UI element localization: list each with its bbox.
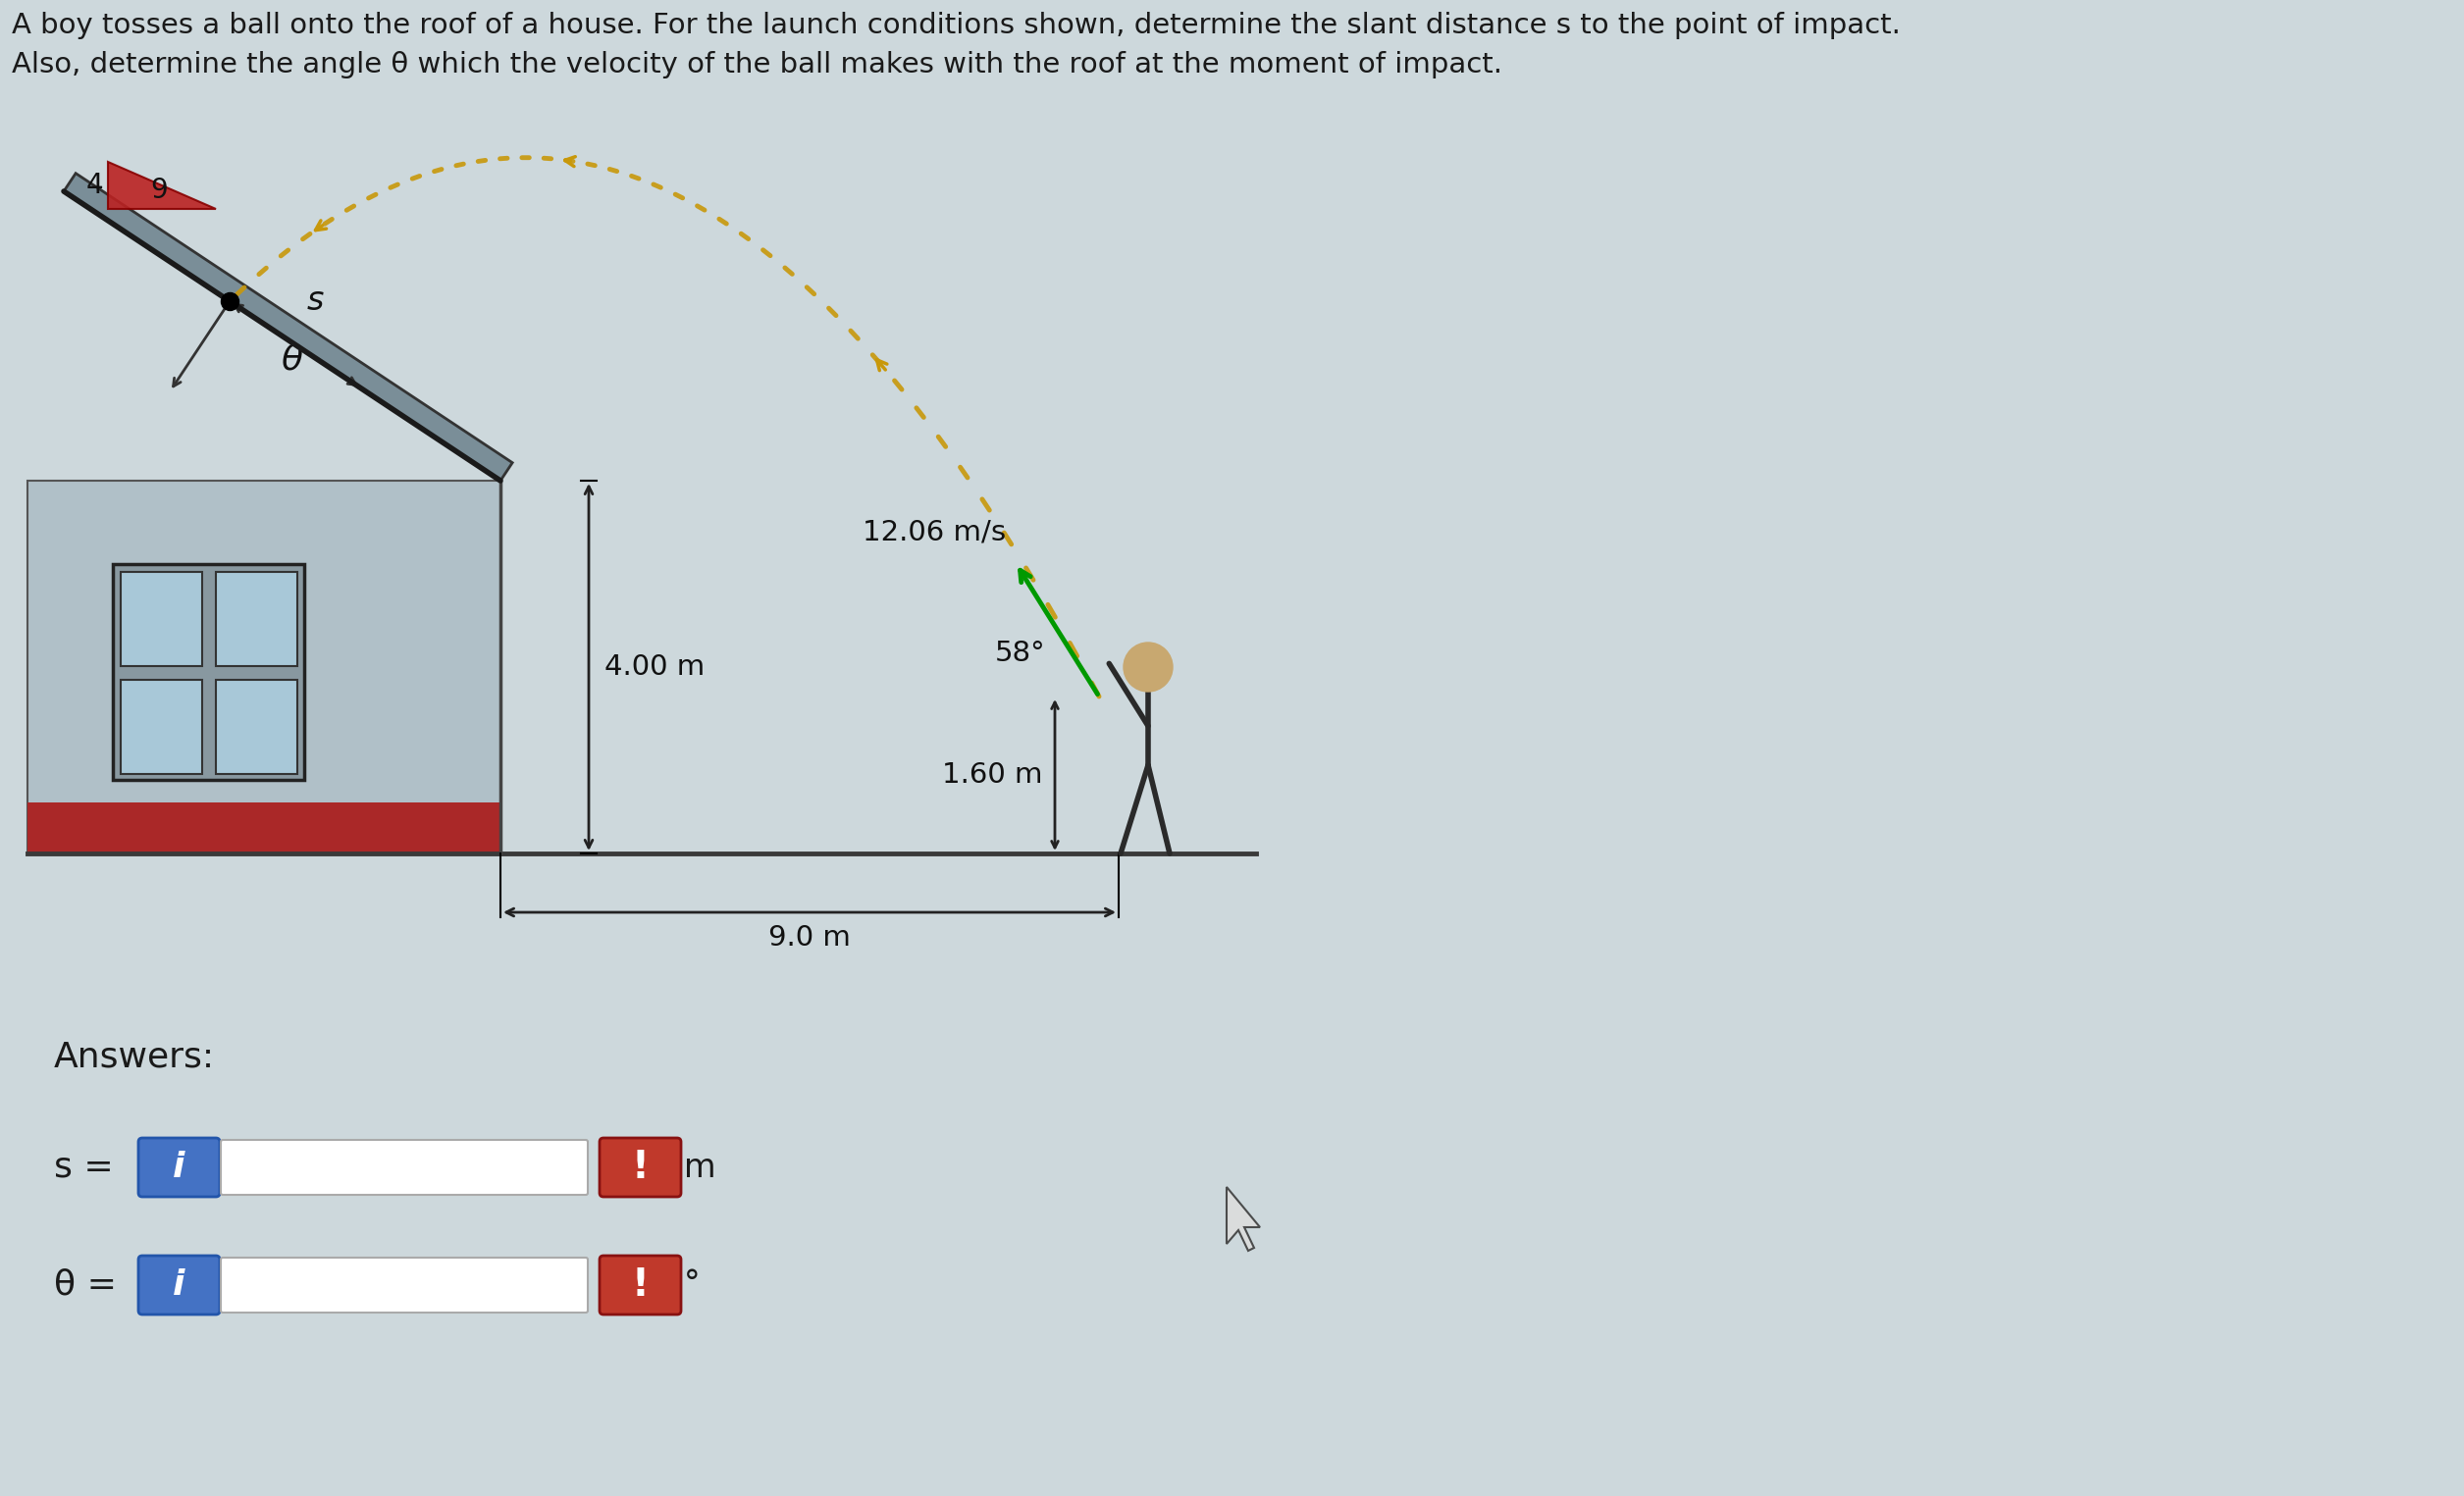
Polygon shape bbox=[217, 571, 298, 666]
FancyBboxPatch shape bbox=[599, 1138, 680, 1197]
Polygon shape bbox=[108, 162, 217, 209]
Text: θ =: θ = bbox=[54, 1269, 116, 1302]
FancyBboxPatch shape bbox=[222, 1258, 589, 1312]
Text: 9.0 m: 9.0 m bbox=[769, 925, 850, 951]
Text: s =: s = bbox=[54, 1150, 113, 1183]
Text: A boy tosses a ball onto the roof of a house. For the launch conditions shown, d: A boy tosses a ball onto the roof of a h… bbox=[12, 12, 1900, 39]
Text: 4.00 m: 4.00 m bbox=[604, 654, 705, 681]
FancyBboxPatch shape bbox=[222, 1140, 589, 1195]
Polygon shape bbox=[1227, 1186, 1259, 1251]
Text: 12.06 m/s: 12.06 m/s bbox=[862, 518, 1005, 546]
Text: s: s bbox=[306, 284, 323, 317]
Polygon shape bbox=[27, 480, 500, 853]
Polygon shape bbox=[121, 571, 202, 666]
Text: Also, determine the angle θ which the velocity of the ball makes with the roof a: Also, determine the angle θ which the ve… bbox=[12, 51, 1503, 78]
Text: 4: 4 bbox=[86, 172, 103, 199]
FancyBboxPatch shape bbox=[138, 1138, 219, 1197]
Polygon shape bbox=[27, 802, 500, 853]
Text: !: ! bbox=[631, 1267, 648, 1303]
Circle shape bbox=[1124, 643, 1173, 691]
Text: 1.60 m: 1.60 m bbox=[944, 761, 1042, 788]
FancyBboxPatch shape bbox=[599, 1255, 680, 1315]
FancyBboxPatch shape bbox=[138, 1255, 219, 1315]
Polygon shape bbox=[113, 564, 303, 779]
Text: 9: 9 bbox=[150, 177, 168, 203]
Text: m: m bbox=[685, 1152, 717, 1183]
Text: Answers:: Answers: bbox=[54, 1040, 214, 1073]
Text: °: ° bbox=[685, 1269, 700, 1302]
Polygon shape bbox=[217, 679, 298, 773]
Polygon shape bbox=[121, 679, 202, 773]
Text: 58°: 58° bbox=[995, 640, 1045, 667]
Text: θ: θ bbox=[281, 343, 303, 375]
Text: i: i bbox=[172, 1150, 185, 1183]
Polygon shape bbox=[64, 174, 513, 480]
Text: i: i bbox=[172, 1269, 185, 1302]
Text: !: ! bbox=[631, 1149, 648, 1186]
